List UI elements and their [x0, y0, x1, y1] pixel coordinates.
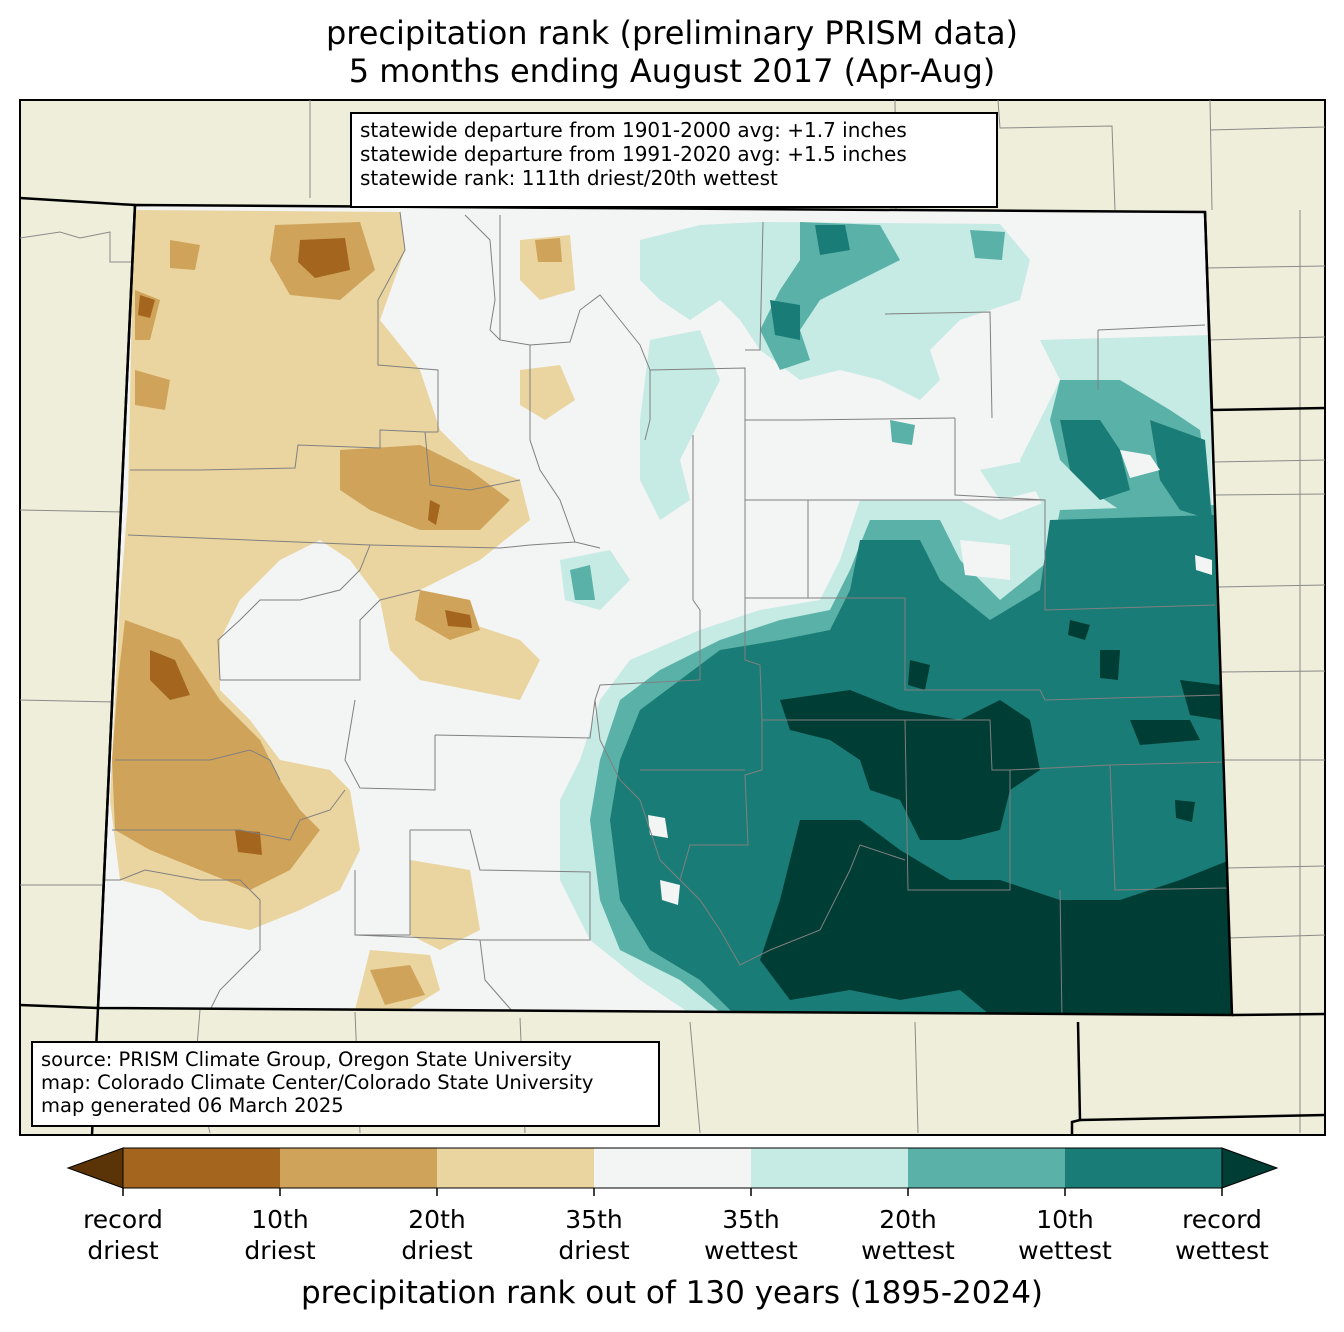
map-title-line2: 5 months ending August 2017 (Apr-Aug): [348, 52, 996, 90]
colorbar-label-10th-wettest: 10th wettest: [1018, 1205, 1112, 1265]
colorbar-title: precipitation rank out of 130 years (189…: [300, 1275, 1044, 1311]
colorbar-segment-10th-driest: [123, 1148, 280, 1188]
neighbor-county-lines: [19, 99, 1326, 1134]
colorbar-segment-20th-driest: [280, 1148, 437, 1188]
colorbar-label-record-wettest: record wettest: [1175, 1205, 1269, 1265]
source-line: source: PRISM Climate Group, Oregon Stat…: [41, 1048, 572, 1071]
state-boundaries: [19, 196, 1326, 1136]
colorbar-label-20th-driest: 20th driest: [401, 1205, 473, 1265]
colorbar-outline: [122, 1147, 1223, 1189]
map-credit-line: map: Colorado Climate Center/Colorado St…: [41, 1071, 594, 1094]
colorbar-segment-record-driest: [66, 1147, 124, 1189]
colorbar-segment-10th-wettest: [1065, 1148, 1222, 1188]
colorbar-ticks: [122, 1188, 1223, 1196]
neutral-islands: [648, 450, 1212, 905]
colorbar-segment-35th-driest: [437, 1148, 594, 1188]
colorbar-segment-neutral: [594, 1148, 751, 1188]
colorbar-label-35th-driest: 35th driest: [558, 1205, 630, 1265]
source-credit-box: source: PRISM Climate Group, Oregon Stat…: [31, 1041, 660, 1127]
colorbar-label-20th-wettest: 20th wettest: [861, 1205, 955, 1265]
colorbar-label-35th-wettest: 35th wettest: [704, 1205, 798, 1265]
colorbar-label-record-driest: record driest: [83, 1205, 163, 1265]
map-title-line1: precipitation rank (preliminary PRISM da…: [325, 14, 1019, 52]
colorbar-segment-35th-wettest: [751, 1148, 908, 1188]
stats-line-1901-2000: statewide departure from 1901-2000 avg: …: [360, 118, 907, 142]
colorbar-label-10th-driest: 10th driest: [244, 1205, 316, 1265]
colorbar-segment-record-wettest: [1221, 1147, 1279, 1189]
colorbar: [66, 1147, 1279, 1196]
generated-date-line: map generated 06 March 2025: [41, 1094, 344, 1117]
stats-line-1991-2020: statewide departure from 1991-2020 avg: …: [360, 142, 907, 166]
colorbar-segment-20th-wettest: [908, 1148, 1065, 1188]
stats-line-rank: statewide rank: 111th driest/20th wettes…: [360, 166, 778, 190]
statewide-stats-box: statewide departure from 1901-2000 avg: …: [350, 112, 998, 208]
wet-record-regions: [760, 620, 1232, 1015]
dry-10-regions: [138, 238, 472, 855]
colorado-county-lines: [105, 211, 1229, 1015]
